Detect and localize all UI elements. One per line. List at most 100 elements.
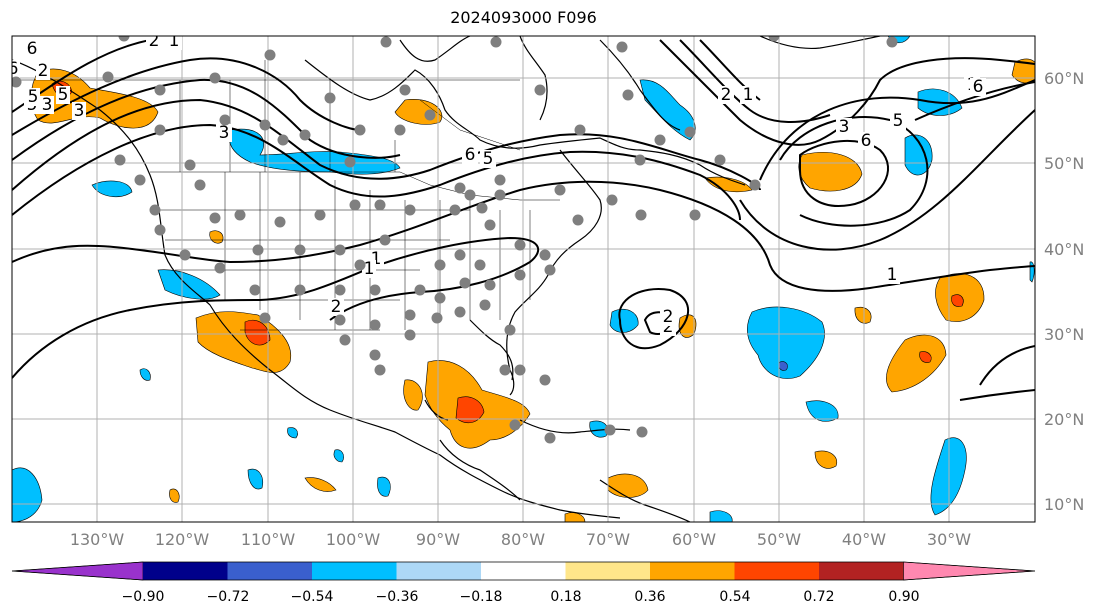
contour-label: 3 bbox=[74, 101, 85, 121]
station-dot bbox=[259, 312, 271, 324]
contour-label: 5 bbox=[893, 111, 904, 131]
station-dot bbox=[494, 189, 506, 201]
station-dot bbox=[574, 124, 586, 136]
station-dot bbox=[102, 71, 114, 83]
colorbar-tick-label: −0.36 bbox=[376, 589, 419, 605]
station-dot bbox=[689, 209, 701, 221]
station-dot bbox=[259, 119, 271, 131]
colorbar bbox=[11, 561, 1036, 581]
colorbar-bin bbox=[819, 562, 904, 580]
station-dot bbox=[484, 219, 496, 231]
station-dot bbox=[118, 36, 130, 42]
contour-label: 5 bbox=[58, 85, 69, 105]
colorbar-bin bbox=[227, 562, 312, 580]
station-dot bbox=[354, 259, 366, 271]
contour-label: 5 bbox=[28, 87, 39, 107]
station-dot bbox=[369, 349, 381, 361]
station-dot bbox=[572, 214, 584, 226]
station-dot bbox=[374, 364, 386, 376]
station-dot bbox=[509, 419, 521, 431]
colorbar-tick-label: 0.36 bbox=[634, 589, 665, 605]
station-dot bbox=[484, 279, 496, 291]
station-dot bbox=[154, 224, 166, 236]
lon-label: 100°W bbox=[326, 530, 381, 549]
station-dot bbox=[622, 89, 634, 101]
station-dot bbox=[434, 259, 446, 271]
lon-label: 60°W bbox=[672, 530, 716, 549]
contour-label: 2 bbox=[331, 297, 342, 317]
station-dot bbox=[209, 72, 221, 84]
lon-label: 30°W bbox=[927, 530, 971, 549]
station-dot bbox=[454, 306, 466, 318]
contour-label: 1 bbox=[887, 265, 898, 285]
contour-label: 1 bbox=[743, 85, 754, 105]
contour-label: 3 bbox=[219, 123, 230, 143]
colorbar-extend-low bbox=[11, 561, 144, 581]
station-dot bbox=[394, 124, 406, 136]
lat-label: 60°N bbox=[1044, 69, 1084, 88]
station-dot bbox=[684, 126, 696, 138]
contour-label-group: 6 5 3 1 2 6 5 2 1 6 5 3 1 2 1 2 2 5 3 6 … bbox=[8, 31, 986, 337]
station-dot bbox=[616, 41, 628, 53]
station-dot bbox=[404, 204, 416, 216]
contour-label: 1 bbox=[364, 259, 375, 279]
station-dot bbox=[264, 49, 276, 61]
station-dot bbox=[339, 334, 351, 346]
contour-label: 3 bbox=[839, 117, 850, 137]
longitude-axis: 130°W 120°W 110°W 100°W 90°W 80°W 70°W 6… bbox=[70, 530, 971, 549]
station-dot bbox=[714, 154, 726, 166]
station-dot bbox=[374, 199, 386, 211]
station-dot bbox=[414, 284, 426, 296]
colorbar-tick-label: 0.90 bbox=[888, 589, 919, 605]
lat-label: 50°N bbox=[1044, 154, 1084, 173]
station-dot bbox=[454, 182, 466, 194]
station-dot bbox=[476, 202, 488, 214]
station-dot bbox=[380, 36, 392, 48]
contour-label: 6 bbox=[465, 145, 476, 165]
colorbar-tick-label: −0.72 bbox=[207, 589, 250, 605]
colorbar-tick-label: 0.72 bbox=[803, 589, 834, 605]
contour-label: 6 bbox=[27, 39, 38, 59]
station-dot bbox=[134, 174, 146, 186]
station-dot bbox=[274, 216, 286, 228]
station-dot bbox=[490, 36, 502, 48]
station-dot bbox=[334, 244, 346, 256]
station-dot bbox=[635, 209, 647, 221]
lat-label: 40°N bbox=[1044, 240, 1084, 259]
station-dot bbox=[454, 249, 466, 261]
lon-label: 120°W bbox=[155, 530, 210, 549]
lat-label: 10°N bbox=[1044, 495, 1084, 514]
station-dot bbox=[314, 209, 326, 221]
colorbar-bin bbox=[312, 562, 397, 580]
colorbar-bin bbox=[396, 562, 481, 580]
station-dot bbox=[474, 259, 486, 271]
station-dot bbox=[294, 284, 306, 296]
contour-label: 2 bbox=[38, 61, 49, 81]
station-dot bbox=[234, 209, 246, 221]
colorbar-tick-label: −0.90 bbox=[122, 589, 165, 605]
colorbar-extend-high bbox=[903, 561, 1036, 581]
station-dot bbox=[379, 234, 391, 246]
station-dot bbox=[499, 364, 511, 376]
station-dot bbox=[539, 249, 551, 261]
station-dot bbox=[464, 189, 476, 201]
station-dot bbox=[768, 36, 780, 42]
station-dot bbox=[184, 159, 196, 171]
station-dot bbox=[299, 129, 311, 141]
station-dot bbox=[149, 204, 161, 216]
map-title: 2024093000 F096 bbox=[450, 8, 597, 27]
station-dot bbox=[514, 364, 526, 376]
station-dot bbox=[424, 109, 436, 121]
contour-label: 2 bbox=[663, 307, 674, 327]
contour-label: 2 bbox=[721, 85, 732, 105]
station-dot bbox=[277, 134, 289, 146]
colorbar-ticks: −0.90 −0.72 −0.54 −0.36 −0.18 0.18 0.36 … bbox=[122, 589, 920, 605]
lon-label: 130°W bbox=[70, 530, 125, 549]
station-dot bbox=[154, 124, 166, 136]
contour-label: 2 bbox=[149, 31, 160, 51]
contour-label: 6 bbox=[8, 59, 19, 79]
colorbar-outline bbox=[11, 561, 1036, 581]
station-dot bbox=[369, 284, 381, 296]
station-dot bbox=[334, 314, 346, 326]
